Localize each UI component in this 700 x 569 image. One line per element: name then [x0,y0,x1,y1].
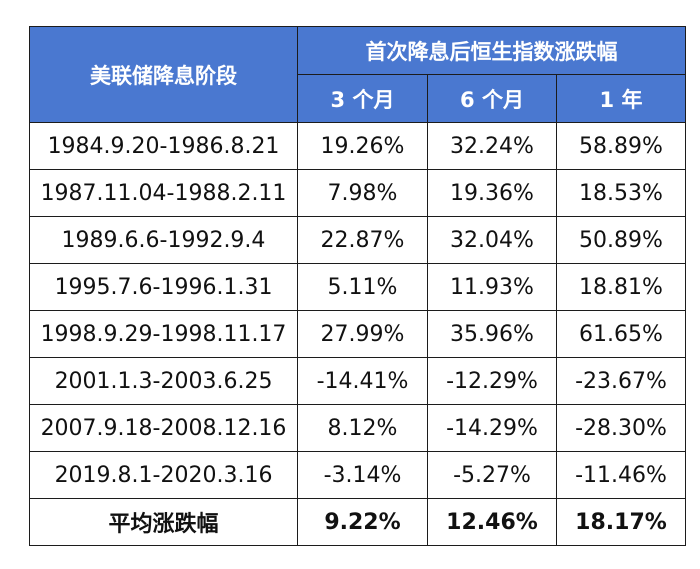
cell-6-month-change: 32.04% [427,216,557,264]
cell-3-month-change: 7.98% [297,169,428,217]
cell-6-month-change: 11.93% [427,263,557,311]
header-row-top: 美联储降息阶段 首次降息后恒生指数涨跌幅 [29,26,686,123]
cell-1-year-change: 18.53% [556,169,686,217]
cell-6-month-change: 19.36% [427,169,557,217]
cell-3-month-change: 19.26% [297,122,428,170]
table-row: 1989.6.6-1992.9.4 22.87% 32.04% 50.89% [29,216,686,264]
header-hsi-change-group: 首次降息后恒生指数涨跌幅 [297,26,686,75]
cell-3-month-change: 8.12% [297,404,428,452]
cell-stage-period: 2001.1.3-2003.6.25 [29,357,298,405]
table-row: 1987.11.04-1988.2.11 7.98% 19.36% 18.53% [29,169,686,217]
cell-6-month-change: -12.29% [427,357,557,405]
cell-6-month-change: -5.27% [427,451,557,499]
cell-6-month-change: 35.96% [427,310,557,358]
average-1-year: 18.17% [556,498,686,546]
header-stage: 美联储降息阶段 [29,26,298,123]
header-3-months: 3 个月 [297,74,428,123]
cell-1-year-change: 50.89% [556,216,686,264]
header-1-year: 1 年 [556,74,686,123]
cell-6-month-change: 32.24% [427,122,557,170]
cell-stage-period: 2007.9.18-2008.12.16 [29,404,298,452]
header-row-sub: 3 个月 6 个月 1 年 [30,74,686,123]
table-row: 2007.9.18-2008.12.16 8.12% -14.29% -28.30% [29,404,686,452]
table-row: 1984.9.20-1986.8.21 19.26% 32.24% 58.89% [29,122,686,170]
average-label: 平均涨跌幅 [29,498,298,546]
cell-stage-period: 1998.9.29-1998.11.17 [29,310,298,358]
cell-6-month-change: -14.29% [427,404,557,452]
cell-1-year-change: -11.46% [556,451,686,499]
rate-cut-table-container: 美联储降息阶段 首次降息后恒生指数涨跌幅 3 个月 6 个月 1 年 1984.… [29,26,686,546]
cell-stage-period: 1989.6.6-1992.9.4 [29,216,298,264]
cell-stage-period: 1987.11.04-1988.2.11 [29,169,298,217]
header-6-months: 6 个月 [427,74,557,123]
cell-stage-period: 1984.9.20-1986.8.21 [29,122,298,170]
cell-1-year-change: 58.89% [556,122,686,170]
table-row: 2001.1.3-2003.6.25 -14.41% -12.29% -23.67% [29,357,686,405]
table-body: 1984.9.20-1986.8.21 19.26% 32.24% 58.89% 198… [29,122,686,546]
cell-1-year-change: -23.67% [556,357,686,405]
cell-3-month-change: -3.14% [297,451,428,499]
cell-3-month-change: 5.11% [297,263,428,311]
cell-3-month-change: -14.41% [297,357,428,405]
cell-stage-period: 2019.8.1-2020.3.16 [29,451,298,499]
cell-1-year-change: 61.65% [556,310,686,358]
average-6-month: 12.46% [427,498,557,546]
cell-3-month-change: 27.99% [297,310,428,358]
table-row: 1998.9.29-1998.11.17 27.99% 35.96% 61.65% [29,310,686,358]
table-row: 1995.7.6-1996.1.31 5.11% 11.93% 18.81% [29,263,686,311]
rate-cut-hsi-table: 美联储降息阶段 首次降息后恒生指数涨跌幅 3 个月 6 个月 1 年 1984.… [29,26,686,546]
average-row: 平均涨跌幅 9.22% 12.46% 18.17% [29,498,686,546]
cell-1-year-change: 18.81% [556,263,686,311]
cell-stage-period: 1995.7.6-1996.1.31 [29,263,298,311]
average-3-month: 9.22% [297,498,428,546]
cell-3-month-change: 22.87% [297,216,428,264]
table-row: 2019.8.1-2020.3.16 -3.14% -5.27% -11.46% [29,451,686,499]
cell-1-year-change: -28.30% [556,404,686,452]
